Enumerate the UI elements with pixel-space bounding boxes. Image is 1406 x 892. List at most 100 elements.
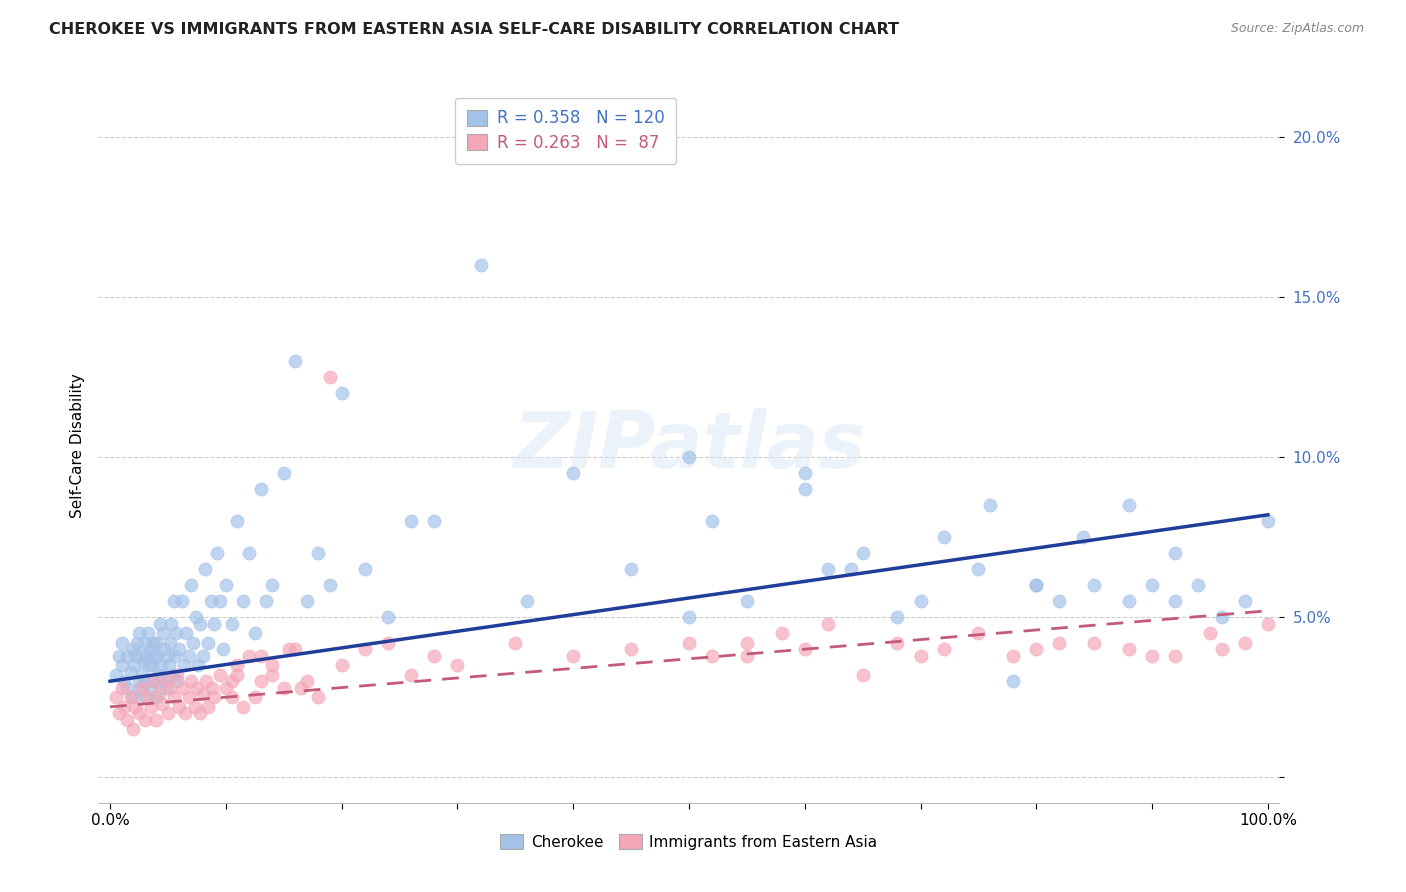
Point xyxy=(735,636,758,650)
Point xyxy=(166,674,188,689)
Text: ZIPatlas: ZIPatlas xyxy=(513,408,865,484)
Point xyxy=(135,648,157,663)
Point xyxy=(221,690,243,705)
Point xyxy=(1164,594,1187,608)
Point xyxy=(273,681,295,695)
Point xyxy=(399,514,422,528)
Point xyxy=(932,642,955,657)
Point xyxy=(1025,578,1047,592)
Point xyxy=(163,594,186,608)
Point xyxy=(817,616,839,631)
Point xyxy=(793,466,815,480)
Point xyxy=(979,498,1001,512)
Point xyxy=(852,546,875,560)
Point xyxy=(149,658,172,673)
Point xyxy=(124,658,146,673)
Point xyxy=(262,668,284,682)
Point xyxy=(243,690,266,705)
Point xyxy=(249,674,271,689)
Point xyxy=(122,642,145,657)
Point xyxy=(194,562,217,576)
Point xyxy=(516,594,538,608)
Point xyxy=(122,722,145,736)
Point xyxy=(377,636,399,650)
Point xyxy=(152,626,174,640)
Point xyxy=(202,616,225,631)
Point xyxy=(139,681,162,695)
Point xyxy=(153,642,176,657)
Point xyxy=(145,690,167,705)
Point xyxy=(141,658,163,673)
Point xyxy=(183,699,205,714)
Point xyxy=(1118,594,1140,608)
Point xyxy=(104,668,127,682)
Point xyxy=(562,466,585,480)
Point xyxy=(967,626,990,640)
Point xyxy=(1118,498,1140,512)
Point xyxy=(145,713,167,727)
Point xyxy=(177,690,200,705)
Point xyxy=(124,648,146,663)
Point xyxy=(353,562,375,576)
Point xyxy=(136,690,159,705)
Point xyxy=(232,594,254,608)
Point xyxy=(1257,514,1279,528)
Point xyxy=(112,699,135,714)
Point xyxy=(446,658,468,673)
Point xyxy=(620,562,643,576)
Point xyxy=(180,674,202,689)
Point xyxy=(110,636,132,650)
Point xyxy=(143,674,166,689)
Point xyxy=(138,658,160,673)
Point xyxy=(160,616,183,631)
Point xyxy=(770,626,793,640)
Point xyxy=(159,636,181,650)
Point xyxy=(188,706,211,721)
Point xyxy=(700,514,723,528)
Point xyxy=(180,578,202,592)
Point xyxy=(173,658,195,673)
Point xyxy=(262,658,284,673)
Point xyxy=(169,699,191,714)
Point xyxy=(155,674,177,689)
Point xyxy=(143,674,166,689)
Point xyxy=(678,450,700,465)
Point xyxy=(319,578,342,592)
Point xyxy=(208,668,231,682)
Legend: Cherokee, Immigrants from Eastern Asia: Cherokee, Immigrants from Eastern Asia xyxy=(495,828,883,855)
Point xyxy=(295,594,318,608)
Point xyxy=(967,562,990,576)
Y-axis label: Self-Care Disability: Self-Care Disability xyxy=(69,374,84,518)
Point xyxy=(150,674,173,689)
Point xyxy=(187,658,209,673)
Point xyxy=(1164,648,1187,663)
Text: Source: ZipAtlas.com: Source: ZipAtlas.com xyxy=(1230,22,1364,36)
Point xyxy=(188,616,211,631)
Point xyxy=(157,658,180,673)
Point xyxy=(852,668,875,682)
Point xyxy=(254,594,277,608)
Point xyxy=(110,681,132,695)
Point xyxy=(735,594,758,608)
Point xyxy=(470,258,492,272)
Point xyxy=(1002,648,1025,663)
Point xyxy=(108,648,131,663)
Point xyxy=(1164,546,1187,560)
Point xyxy=(284,642,307,657)
Point xyxy=(159,681,181,695)
Point xyxy=(215,578,238,592)
Point xyxy=(1071,530,1094,544)
Point xyxy=(122,690,145,705)
Point xyxy=(221,674,243,689)
Point xyxy=(208,594,231,608)
Point xyxy=(170,594,193,608)
Point xyxy=(1140,578,1163,592)
Point xyxy=(278,642,301,657)
Point xyxy=(176,626,198,640)
Point xyxy=(128,626,150,640)
Point xyxy=(1257,616,1279,631)
Point xyxy=(186,681,208,695)
Point xyxy=(1140,648,1163,663)
Point xyxy=(307,546,329,560)
Point xyxy=(620,642,643,657)
